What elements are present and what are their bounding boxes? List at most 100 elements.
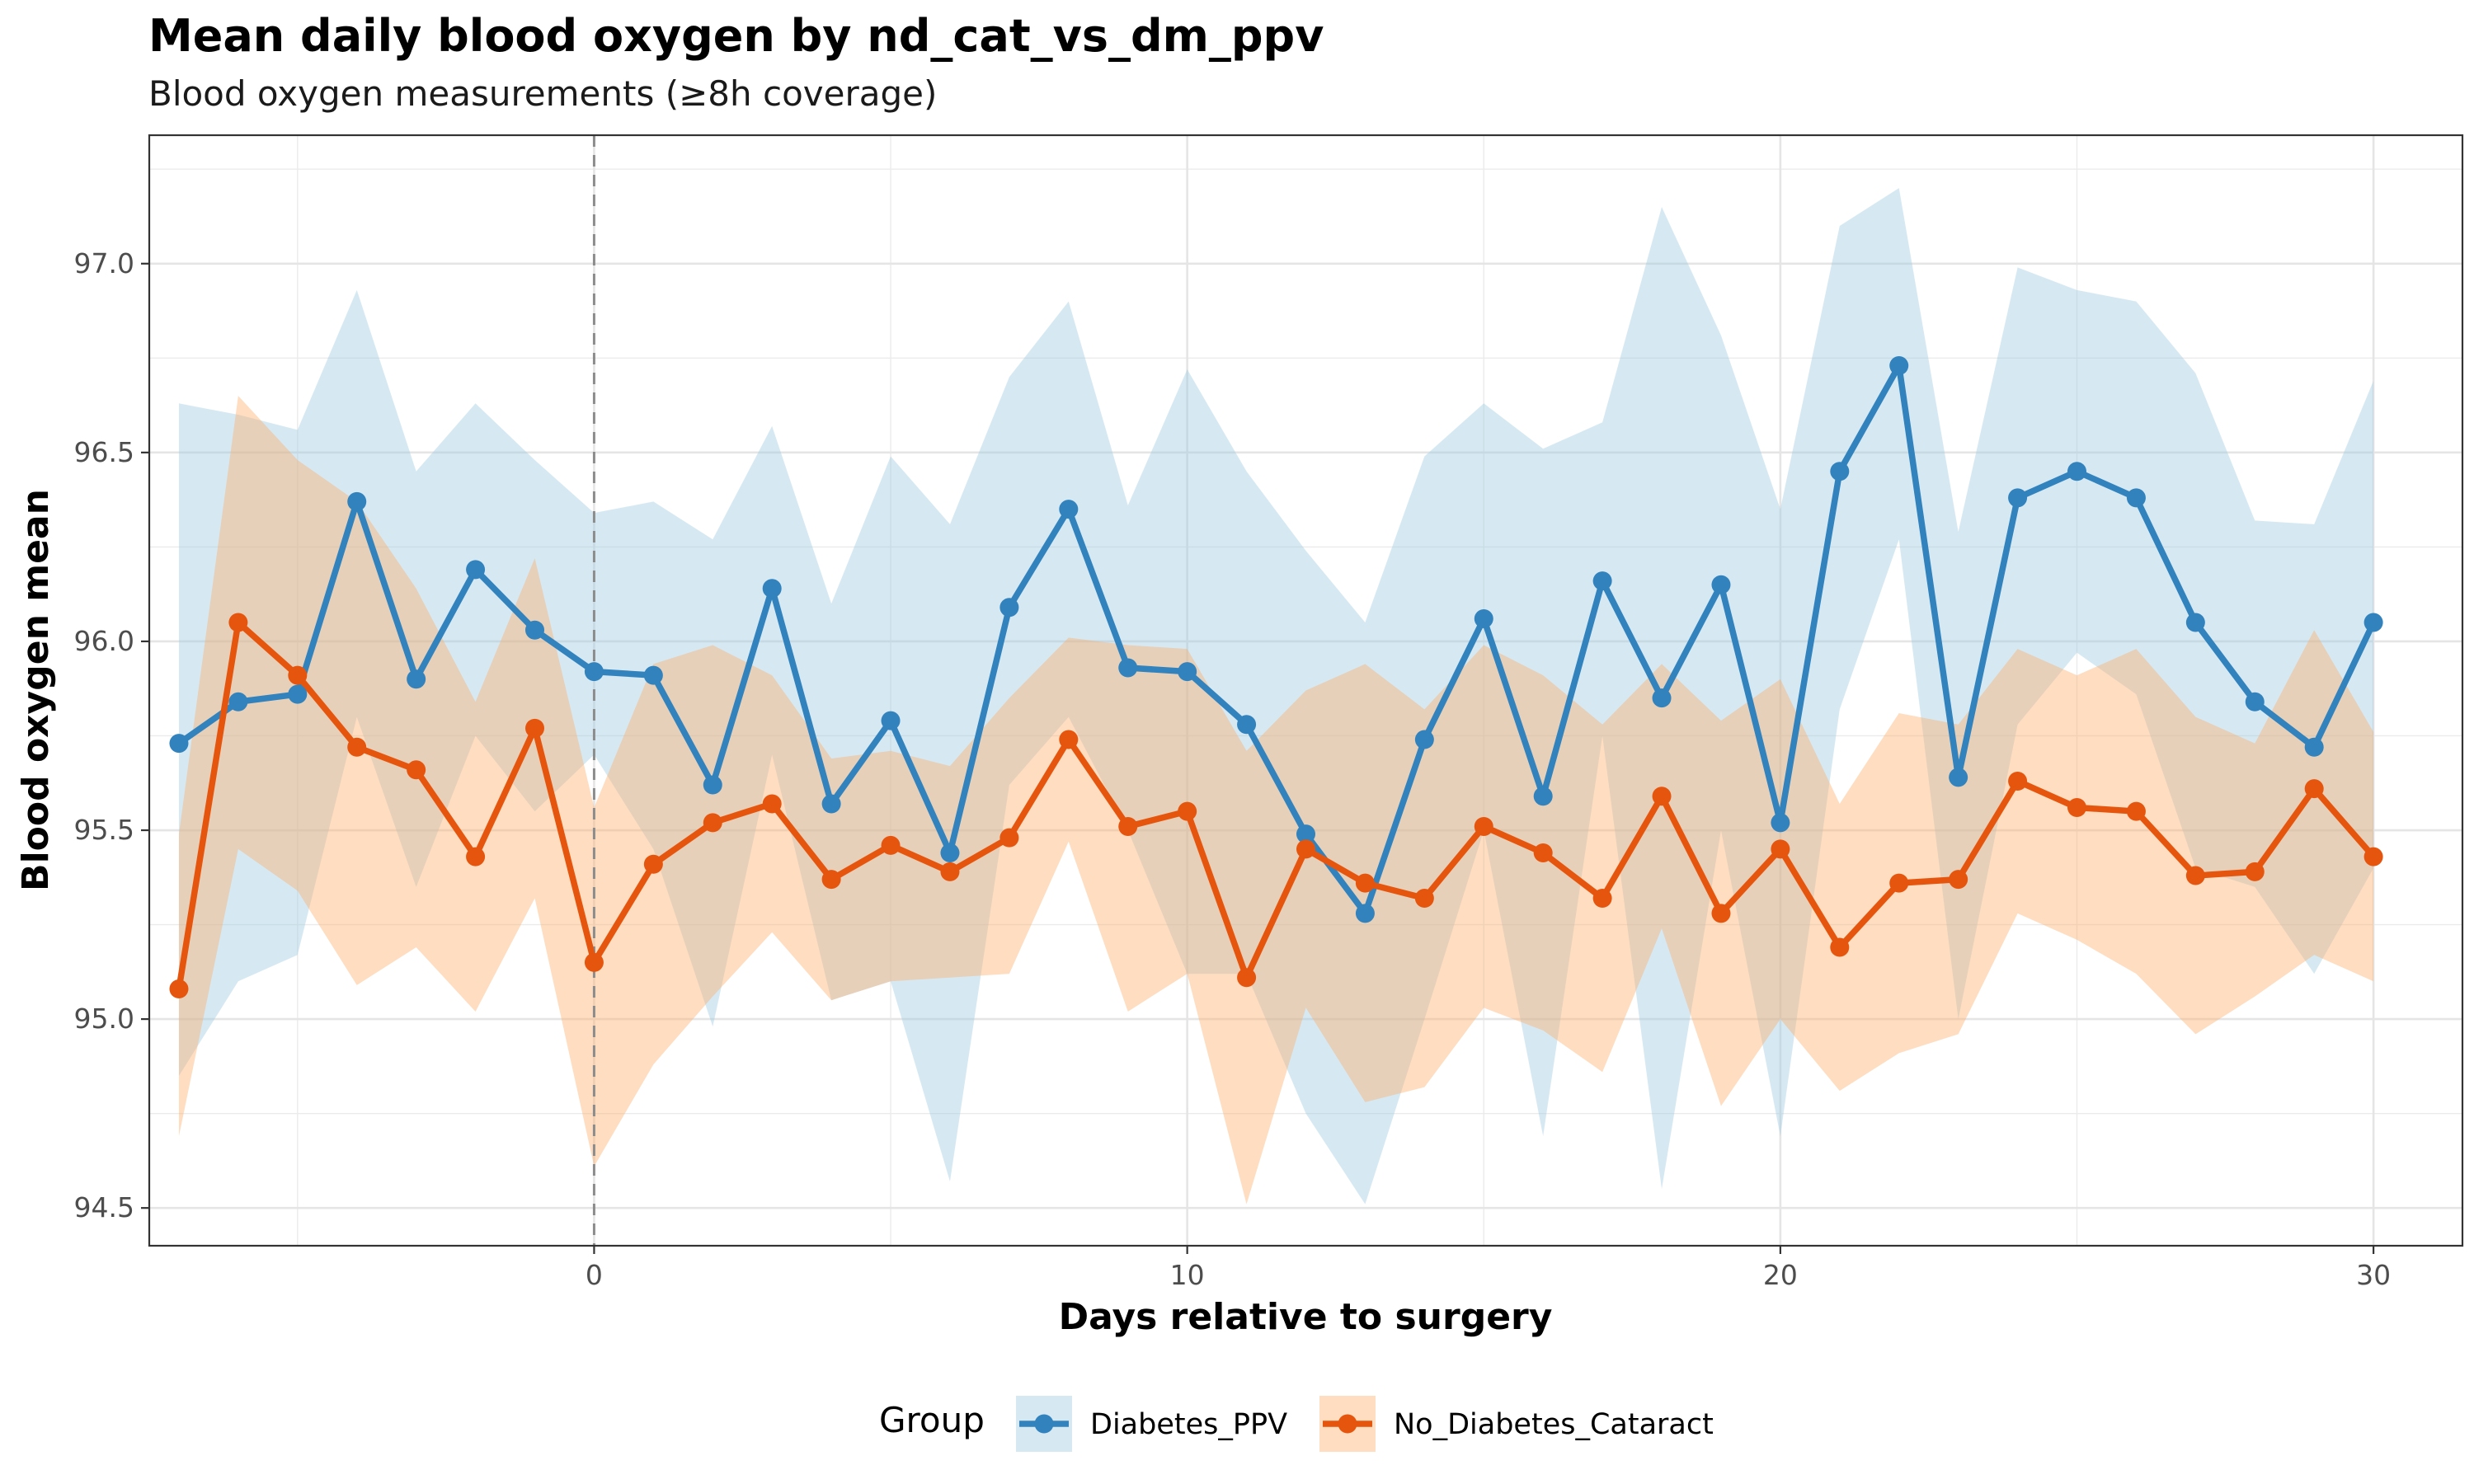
data-point-no-diabetes-cataract [1889,873,1909,893]
data-point-diabetes-ppv [1949,768,1968,787]
data-point-no-diabetes-cataract [1414,888,1434,908]
x-tick-label: 0 [586,1259,603,1291]
data-point-diabetes-ppv [940,843,960,863]
data-point-no-diabetes-cataract [1949,870,1968,890]
data-point-diabetes-ppv [1830,462,1850,481]
data-point-diabetes-ppv [762,579,782,599]
x-tick-label: 20 [1763,1259,1798,1291]
data-point-diabetes-ppv [1652,688,1672,708]
data-point-diabetes-ppv [821,794,841,814]
y-axis-title: Blood oxygen mean [15,489,57,891]
data-point-no-diabetes-cataract [881,835,901,855]
x-tick-label: 10 [1170,1259,1205,1291]
data-point-no-diabetes-cataract [525,718,544,738]
data-point-no-diabetes-cataract [1178,801,1197,821]
series-lines [176,362,2377,993]
data-point-no-diabetes-cataract [169,979,189,998]
data-point-no-diabetes-cataract [1652,787,1672,806]
data-point-diabetes-ppv [1296,824,1315,844]
data-point-no-diabetes-cataract [584,952,604,972]
data-point-no-diabetes-cataract [1830,937,1850,957]
y-tick-label: 94.5 [74,1191,134,1223]
confidence-band-diabetes-ppv [178,188,2374,1205]
panel-border [148,134,2464,1247]
data-point-no-diabetes-cataract [1592,888,1612,908]
y-tick-label: 97.0 [74,247,134,279]
data-point-diabetes-ppv [1059,500,1079,519]
legend-point-swatch [1338,1414,1357,1434]
data-point-no-diabetes-cataract [1237,968,1257,988]
series-line-diabetes-ppv [176,362,2377,917]
data-point-diabetes-ppv [1414,730,1434,749]
data-point-no-diabetes-cataract [1533,843,1553,863]
data-point-diabetes-ppv [525,620,544,640]
x-axis: 0 10 20 30 [586,1246,2391,1291]
data-point-no-diabetes-cataract [1296,839,1315,859]
legend: Group Diabetes_PPV No_Diabetes_Cataract [879,1396,1714,1452]
data-point-diabetes-ppv [1711,575,1731,594]
data-point-no-diabetes-cataract [466,847,486,866]
data-point-no-diabetes-cataract [1474,816,1493,836]
legend-label-no-diabetes-cataract: No_Diabetes_Cataract [1394,1408,1714,1441]
legend-item-no-diabetes-cataract: No_Diabetes_Cataract [1319,1396,1714,1452]
data-point-diabetes-ppv [1237,715,1257,735]
data-point-diabetes-ppv [347,491,367,511]
data-point-no-diabetes-cataract [940,862,960,881]
series-line-no-diabetes-cataract [176,619,2377,993]
data-point-diabetes-ppv [881,711,901,730]
data-point-diabetes-ppv [2008,488,2028,508]
chart-title: Mean daily blood oxygen by nd_cat_vs_dm_… [148,10,1324,62]
data-point-no-diabetes-cataract [228,613,248,632]
data-point-diabetes-ppv [1889,355,1909,375]
data-point-no-diabetes-cataract [1711,904,1731,923]
chart-subtitle: Blood oxygen measurements (≥8h coverage) [148,73,937,114]
data-point-no-diabetes-cataract [2245,862,2265,881]
data-point-diabetes-ppv [1592,571,1612,591]
data-point-diabetes-ppv [2245,692,2265,711]
series-points [169,355,2383,998]
y-tick-label: 95.5 [74,814,134,846]
data-point-diabetes-ppv [1771,813,1790,833]
data-point-no-diabetes-cataract [821,870,841,890]
legend-title: Group [879,1400,985,1440]
data-point-no-diabetes-cataract [407,760,426,780]
legend-item-diabetes-ppv: Diabetes_PPV [1016,1396,1287,1452]
y-tick-label: 96.5 [74,436,134,468]
data-point-no-diabetes-cataract [2067,798,2086,818]
data-point-no-diabetes-cataract [2126,801,2146,821]
x-axis-title: Days relative to surgery [1059,1296,1553,1338]
legend-point-swatch [1034,1414,1054,1434]
data-point-no-diabetes-cataract [762,794,782,814]
data-point-diabetes-ppv [2185,613,2205,632]
data-point-diabetes-ppv [169,734,189,754]
data-point-diabetes-ppv [466,560,486,580]
data-point-no-diabetes-cataract [2363,847,2383,866]
x-tick-label: 30 [2356,1259,2391,1291]
data-point-diabetes-ppv [407,669,426,689]
data-point-diabetes-ppv [2067,462,2086,481]
data-point-no-diabetes-cataract [288,665,308,685]
data-point-diabetes-ppv [1533,787,1553,806]
grid-major [149,135,2462,1246]
data-point-no-diabetes-cataract [2304,779,2324,799]
data-point-diabetes-ppv [1355,904,1375,923]
confidence-bands [178,188,2374,1205]
data-point-diabetes-ppv [1118,658,1138,678]
data-point-diabetes-ppv [2304,737,2324,757]
data-point-diabetes-ppv [1178,662,1197,682]
y-tick-label: 95.0 [74,1003,134,1035]
data-point-diabetes-ppv [2126,488,2146,508]
data-point-no-diabetes-cataract [347,737,367,757]
data-point-no-diabetes-cataract [1355,873,1375,893]
data-point-no-diabetes-cataract [1771,839,1790,859]
data-point-diabetes-ppv [1474,608,1493,628]
data-point-no-diabetes-cataract [1118,816,1138,836]
data-point-diabetes-ppv [288,684,308,704]
data-point-no-diabetes-cataract [999,828,1019,848]
y-tick-label: 96.0 [74,625,134,657]
data-point-diabetes-ppv [999,598,1019,618]
data-point-diabetes-ppv [703,775,722,795]
data-point-no-diabetes-cataract [1059,730,1079,749]
